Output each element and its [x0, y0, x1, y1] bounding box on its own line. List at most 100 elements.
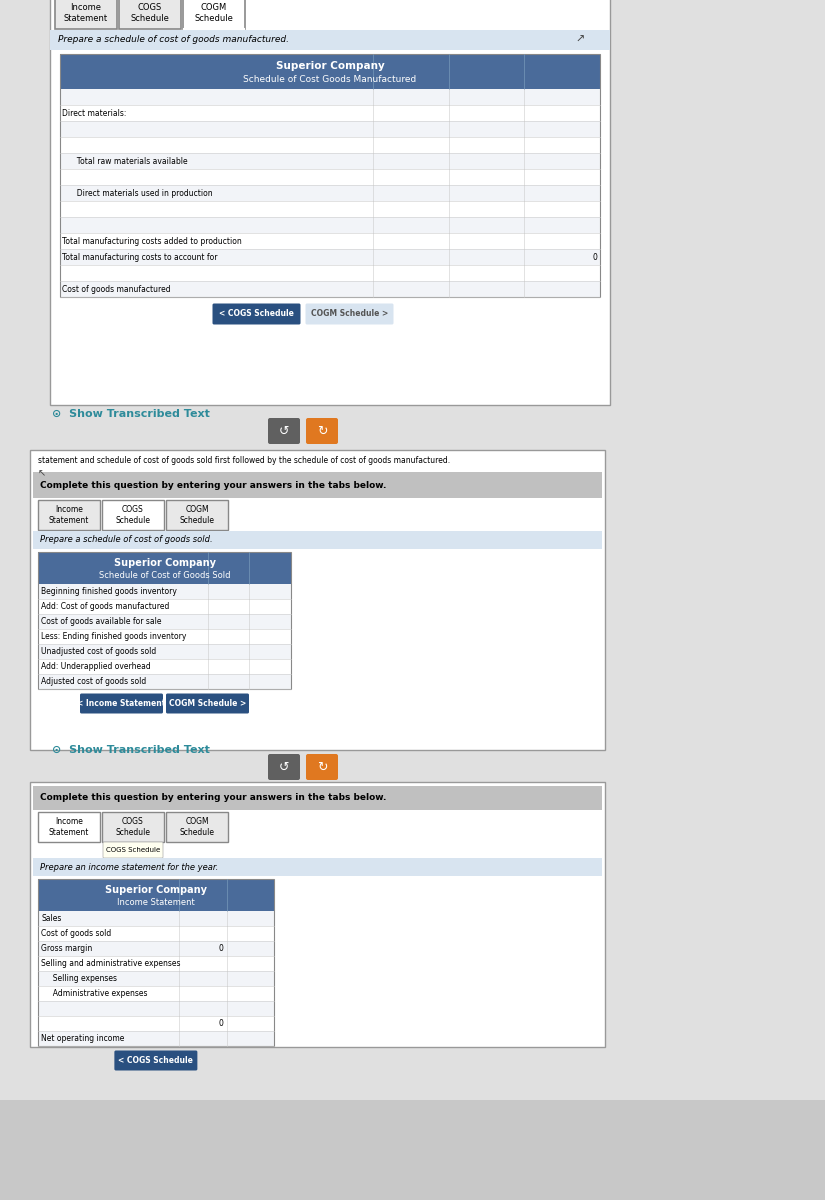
Bar: [38, 1016, 274, 1031]
Text: Unadjusted cost of goods sold: Unadjusted cost of goods sold: [41, 647, 156, 656]
Bar: [60, 137, 600, 152]
Text: 0: 0: [592, 252, 597, 262]
Text: ↺: ↺: [279, 425, 290, 438]
Bar: [38, 1001, 274, 1016]
FancyBboxPatch shape: [119, 0, 181, 29]
Text: Superior Company: Superior Company: [276, 60, 384, 71]
Text: COGS Schedule: COGS Schedule: [106, 847, 160, 853]
FancyBboxPatch shape: [183, 0, 245, 29]
FancyBboxPatch shape: [268, 418, 300, 444]
Bar: [60, 152, 600, 169]
Bar: [38, 878, 274, 1046]
Text: Superior Company: Superior Company: [114, 558, 215, 568]
FancyBboxPatch shape: [38, 812, 100, 842]
Text: COGM
Schedule: COGM Schedule: [195, 4, 233, 23]
Text: ↖: ↖: [38, 468, 46, 478]
Text: Total manufacturing costs to account for: Total manufacturing costs to account for: [62, 252, 218, 262]
Text: Cost of goods manufactured: Cost of goods manufactured: [62, 284, 171, 294]
FancyBboxPatch shape: [268, 754, 300, 780]
Text: ⊙  Show Transcribed Text: ⊙ Show Transcribed Text: [52, 745, 210, 755]
Bar: [38, 659, 291, 674]
Bar: [38, 629, 291, 644]
Bar: [33, 472, 602, 498]
Bar: [38, 552, 291, 584]
Bar: [60, 233, 600, 248]
Bar: [60, 89, 600, 104]
Text: Complete this question by entering your answers in the tabs below.: Complete this question by entering your …: [40, 793, 386, 803]
Text: ↗: ↗: [575, 35, 585, 44]
FancyBboxPatch shape: [38, 500, 100, 530]
Text: Add: Underapplied overhead: Add: Underapplied overhead: [41, 662, 151, 671]
Text: Prepare a schedule of cost of goods manufactured.: Prepare a schedule of cost of goods manu…: [58, 36, 289, 44]
Text: Direct materials:: Direct materials:: [62, 108, 126, 118]
Text: ↺: ↺: [279, 761, 290, 774]
Text: COGM
Schedule: COGM Schedule: [180, 817, 214, 836]
Bar: [30, 782, 605, 1046]
Text: Cost of goods sold: Cost of goods sold: [41, 929, 111, 938]
Text: Beginning finished goods inventory: Beginning finished goods inventory: [41, 587, 177, 596]
Bar: [38, 584, 291, 599]
Bar: [33, 858, 602, 876]
Text: Add: Cost of goods manufactured: Add: Cost of goods manufactured: [41, 602, 169, 611]
Text: Gross margin: Gross margin: [41, 944, 92, 953]
Text: ↻: ↻: [317, 761, 328, 774]
Text: < Income Statement: < Income Statement: [78, 698, 166, 708]
FancyBboxPatch shape: [166, 694, 249, 714]
Text: Schedule of Cost Goods Manufactured: Schedule of Cost Goods Manufactured: [243, 74, 417, 84]
Bar: [33, 786, 602, 810]
FancyBboxPatch shape: [305, 304, 394, 324]
Bar: [60, 185, 600, 200]
Bar: [60, 104, 600, 121]
Bar: [33, 530, 602, 550]
Bar: [30, 450, 605, 750]
Bar: [38, 956, 274, 971]
Bar: [38, 911, 274, 926]
FancyBboxPatch shape: [306, 418, 338, 444]
Bar: [60, 121, 600, 137]
Text: Adjusted cost of goods sold: Adjusted cost of goods sold: [41, 677, 146, 686]
Bar: [60, 281, 600, 296]
Text: Net operating income: Net operating income: [41, 1034, 125, 1043]
Bar: [60, 169, 600, 185]
Text: Selling expenses: Selling expenses: [48, 974, 117, 983]
Bar: [38, 599, 291, 614]
Text: Sales: Sales: [41, 914, 61, 923]
Text: Prepare an income statement for the year.: Prepare an income statement for the year…: [40, 863, 219, 871]
FancyBboxPatch shape: [306, 754, 338, 780]
Text: COGS
Schedule: COGS Schedule: [130, 4, 169, 23]
Bar: [38, 986, 274, 1001]
Text: Schedule of Cost of Goods Sold: Schedule of Cost of Goods Sold: [99, 570, 230, 580]
Text: < COGS Schedule: < COGS Schedule: [219, 310, 294, 318]
Text: Total manufacturing costs added to production: Total manufacturing costs added to produ…: [62, 236, 242, 246]
Text: Income Statement: Income Statement: [117, 898, 195, 906]
Text: Direct materials used in production: Direct materials used in production: [72, 188, 213, 198]
Text: Income
Statement: Income Statement: [49, 505, 89, 524]
Bar: [38, 644, 291, 659]
FancyBboxPatch shape: [80, 694, 163, 714]
Bar: [38, 674, 291, 689]
FancyBboxPatch shape: [166, 812, 228, 842]
Text: Prepare a schedule of cost of goods sold.: Prepare a schedule of cost of goods sold…: [40, 535, 213, 545]
Bar: [38, 878, 274, 911]
Text: ↻: ↻: [317, 425, 328, 438]
Text: Selling and administrative expenses: Selling and administrative expenses: [41, 959, 181, 968]
Text: COGS
Schedule: COGS Schedule: [116, 817, 150, 836]
Text: Superior Company: Superior Company: [105, 884, 207, 894]
Text: COGS
Schedule: COGS Schedule: [116, 505, 150, 524]
Text: Administrative expenses: Administrative expenses: [48, 989, 148, 998]
Bar: [38, 552, 291, 689]
Text: Less: Ending finished goods inventory: Less: Ending finished goods inventory: [41, 632, 186, 641]
Bar: [60, 200, 600, 217]
Text: COGM
Schedule: COGM Schedule: [180, 505, 214, 524]
FancyBboxPatch shape: [103, 842, 163, 858]
Bar: [50, 0, 610, 404]
Bar: [60, 248, 600, 265]
Bar: [38, 1031, 274, 1046]
Text: 0: 0: [219, 944, 224, 953]
FancyBboxPatch shape: [213, 304, 300, 324]
Bar: [60, 265, 600, 281]
Text: COGM Schedule >: COGM Schedule >: [169, 698, 246, 708]
Text: COGM Schedule >: COGM Schedule >: [311, 310, 388, 318]
Bar: [38, 971, 274, 986]
Text: Total raw materials available: Total raw materials available: [72, 156, 187, 166]
